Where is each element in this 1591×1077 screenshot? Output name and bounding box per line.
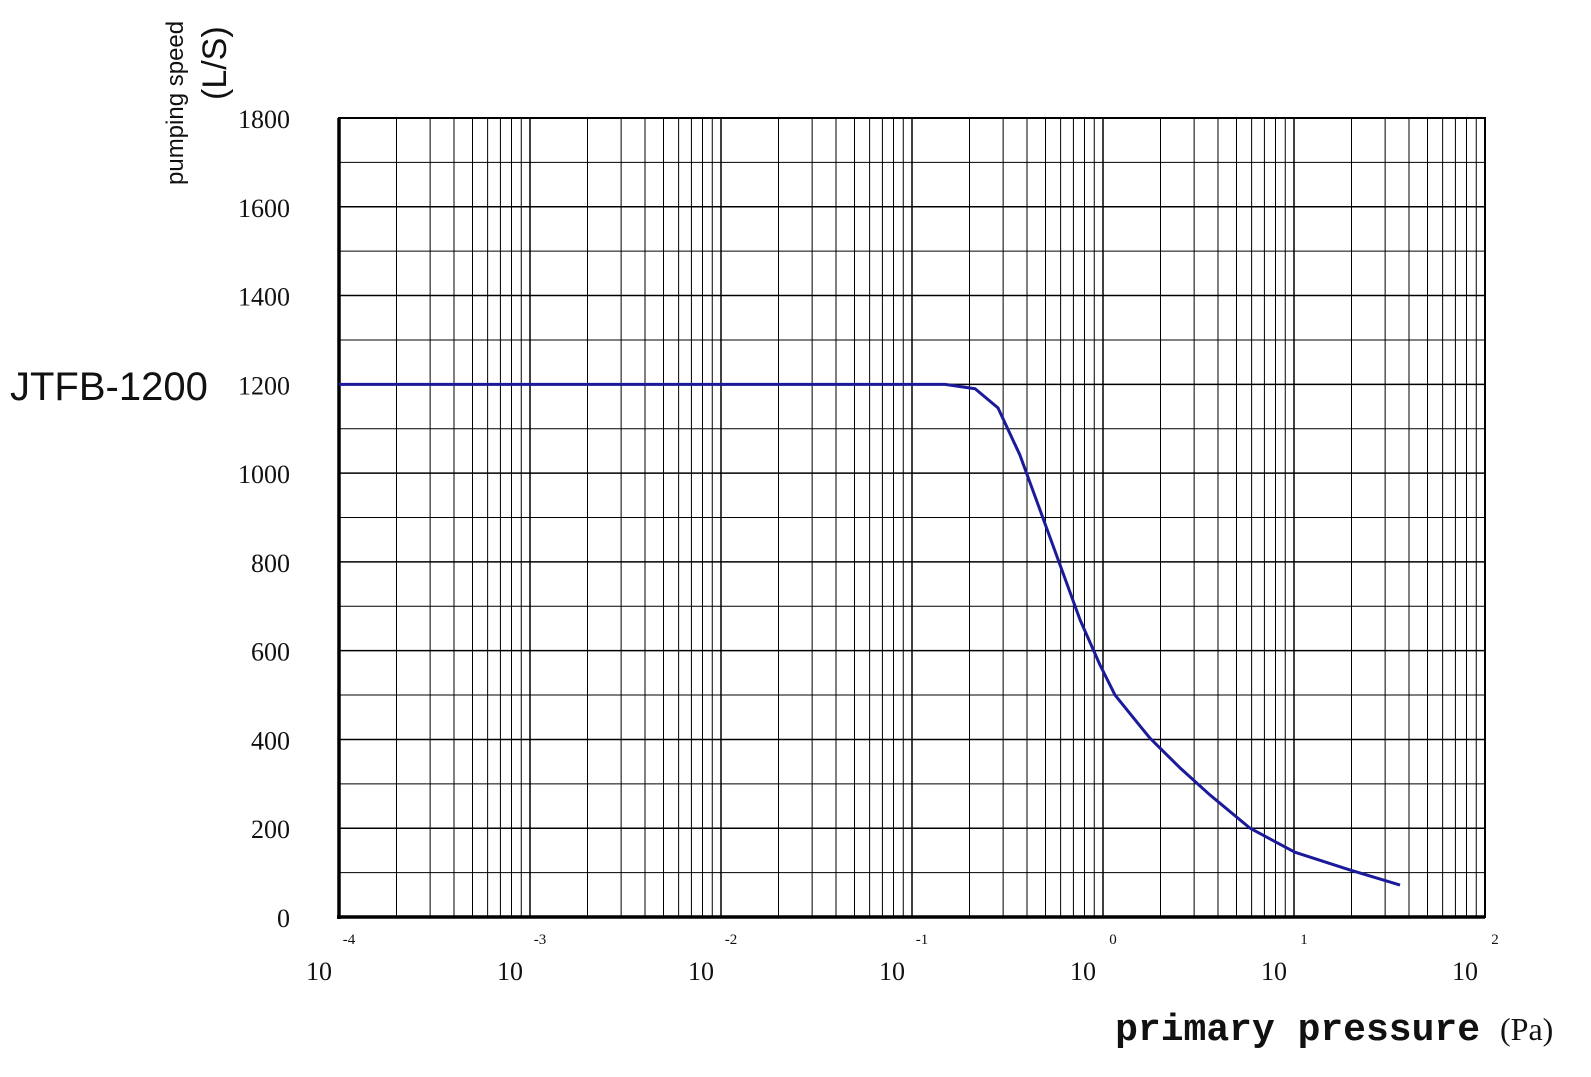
y-tick-label: 1800 [238,105,290,134]
x-tick-exponent: -3 [534,932,547,948]
x-tick-exponent: -1 [916,932,929,948]
y-tick-label: 1600 [238,194,290,223]
y-tick-label: 0 [277,904,290,933]
chart-title: JTFB-1200 [10,365,208,409]
x-tick-exponent: 0 [1109,932,1117,948]
y-tick-label: 1200 [238,371,290,400]
y-tick-label: 1400 [238,283,290,312]
x-tick-exponent: 1 [1300,932,1308,948]
y-tick-label: 1000 [238,460,290,489]
x-tick-label: 10 [688,957,714,986]
y-tick-label: 200 [251,815,290,844]
x-tick-label: 10 [497,957,523,986]
x-axis-label: primary pressure [1115,1009,1480,1052]
x-tick-label: 10 [306,957,332,986]
y-tick-label: 600 [251,638,290,667]
x-tick-label: 10 [879,957,905,986]
x-tick-exponent: -4 [343,932,356,948]
y-tick-label: 800 [251,549,290,578]
series-line [339,382,1401,887]
y-axis-label: pumping speed [162,21,189,185]
y-tick-label: 400 [251,726,290,755]
x-tick-exponent: -2 [725,932,738,948]
y-axis-unit: (L/S) [196,26,234,100]
x-axis-unit: (Pa) [1500,1011,1553,1047]
x-tick-exponent: 2 [1491,932,1499,948]
x-tick-label: 10 [1070,957,1096,986]
x-tick-label: 10 [1452,957,1478,986]
x-tick-label: 10 [1261,957,1287,986]
